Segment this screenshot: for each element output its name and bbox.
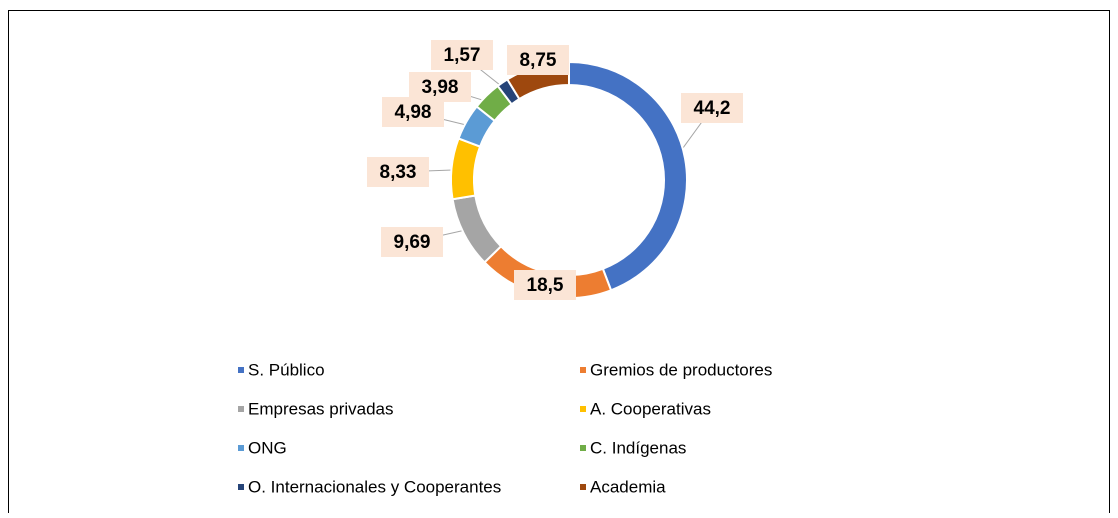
data-label: 4,98	[395, 102, 432, 123]
legend-marker	[238, 484, 244, 490]
legend-label: A. Cooperativas	[590, 399, 711, 418]
label-box	[409, 72, 471, 102]
legend-label: C. Indígenas	[590, 438, 686, 457]
label-box	[507, 45, 569, 75]
legend-label: O. Internacionales y Cooperantes	[248, 477, 501, 496]
label-box	[431, 40, 493, 70]
legend-marker	[238, 367, 244, 373]
legend-marker	[580, 445, 586, 451]
data-label: 1,57	[444, 45, 481, 66]
data-label: 8,33	[380, 162, 417, 183]
data-label: 9,69	[394, 232, 431, 253]
label-box	[514, 270, 576, 300]
label-box	[681, 93, 743, 123]
label-box	[381, 227, 443, 257]
data-label: 3,98	[422, 77, 459, 98]
data-label: 8,75	[520, 50, 557, 71]
chart-frame	[8, 10, 1110, 518]
legend-marker	[580, 484, 586, 490]
legend-label: Empresas privadas	[248, 399, 394, 418]
legend-label: ONG	[248, 438, 287, 457]
data-label: 44,2	[694, 98, 731, 119]
legend-marker	[238, 406, 244, 412]
data-label: 18,5	[527, 275, 564, 296]
legend-marker	[238, 445, 244, 451]
legend-label: Gremios de productores	[590, 360, 772, 379]
legend-label: S. Público	[248, 360, 325, 379]
legend-marker	[580, 406, 586, 412]
legend-marker	[580, 367, 586, 373]
legend-label: Academia	[590, 477, 666, 496]
label-box	[367, 157, 429, 187]
